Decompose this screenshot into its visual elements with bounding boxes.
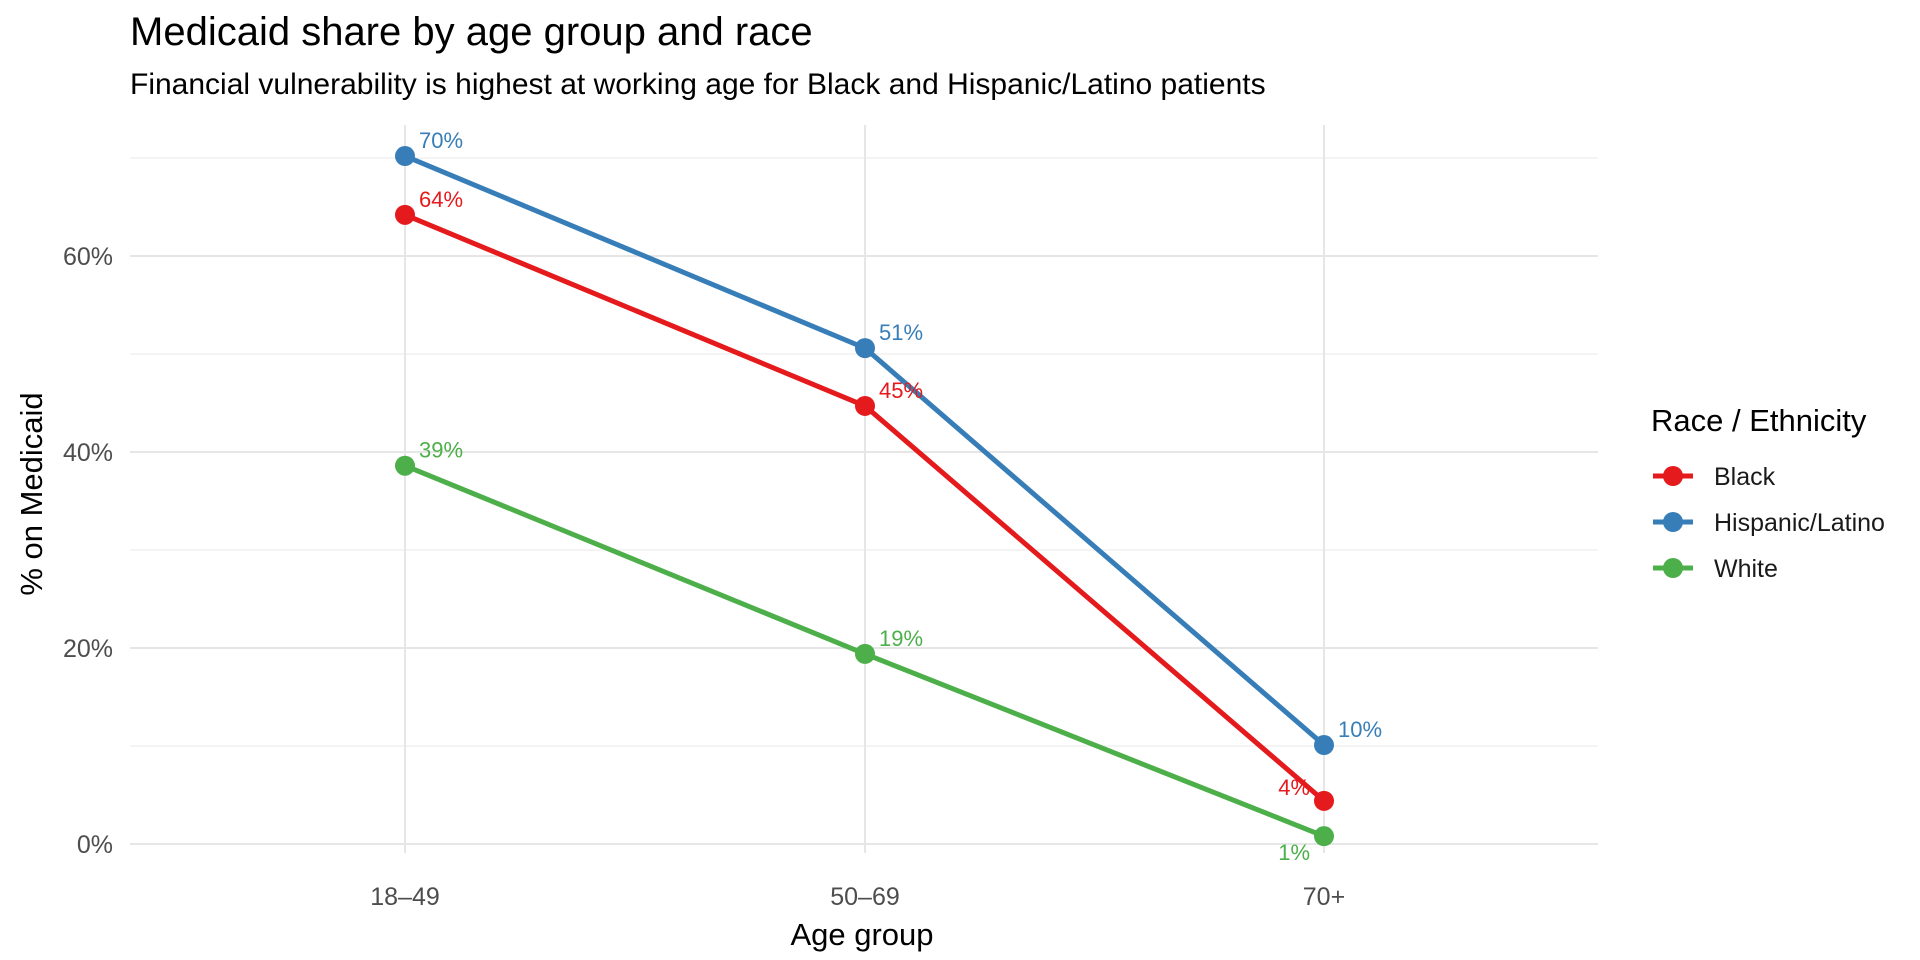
point-label-black: 64%	[419, 187, 463, 212]
point-label-white: 1%	[1278, 840, 1310, 865]
data-point-hispanic-latino	[395, 146, 415, 167]
legend-label: Black	[1714, 463, 1776, 491]
data-point-hispanic-latino	[855, 338, 875, 359]
point-label-white: 39%	[419, 438, 463, 463]
point-label-hispanic-latino: 70%	[419, 128, 463, 153]
legend-label: Hispanic/Latino	[1714, 509, 1885, 537]
y-tick-label: 0%	[77, 831, 113, 859]
x-axis-title: Age group	[790, 917, 933, 952]
point-label-black: 4%	[1278, 775, 1310, 800]
data-point-black	[395, 204, 415, 225]
legend-title: Race / Ethnicity	[1651, 403, 1867, 438]
legend-key-point	[1663, 512, 1683, 532]
x-axis-ticks: 18–49 50–69 70+	[370, 883, 1345, 911]
point-label-hispanic-latino: 51%	[879, 320, 923, 345]
chart-title: Medicaid share by age group and race	[130, 10, 813, 54]
x-tick-label: 70+	[1303, 883, 1345, 911]
legend-label: White	[1714, 555, 1778, 583]
series-points	[395, 146, 1334, 847]
point-labels: 64% 45% 4% 70% 51% 10% 39% 19% 1%	[419, 128, 1382, 865]
y-tick-label: 40%	[63, 439, 113, 467]
point-label-hispanic-latino: 10%	[1338, 717, 1382, 742]
chart-subtitle: Financial vulnerability is highest at wo…	[130, 68, 1266, 101]
x-tick-label: 18–49	[370, 883, 440, 911]
point-label-white: 19%	[879, 626, 923, 651]
data-point-white	[1314, 826, 1334, 847]
y-axis-ticks: 0% 20% 40% 60%	[63, 243, 113, 859]
grid	[130, 125, 1598, 853]
data-point-black	[855, 395, 875, 416]
data-point-white	[855, 643, 875, 664]
legend-key-point	[1663, 466, 1683, 486]
data-point-hispanic-latino	[1314, 735, 1334, 756]
data-point-black	[1314, 790, 1334, 811]
y-axis-title: % on Medicaid	[14, 392, 49, 595]
y-tick-label: 60%	[63, 243, 113, 271]
data-point-white	[395, 455, 415, 476]
y-tick-label: 20%	[63, 635, 113, 663]
legend: Race / Ethnicity Black Hispanic/Latino Whi…	[1651, 403, 1885, 583]
point-label-black: 45%	[879, 378, 923, 403]
legend-key-point	[1663, 558, 1683, 578]
x-tick-label: 50–69	[830, 883, 900, 911]
